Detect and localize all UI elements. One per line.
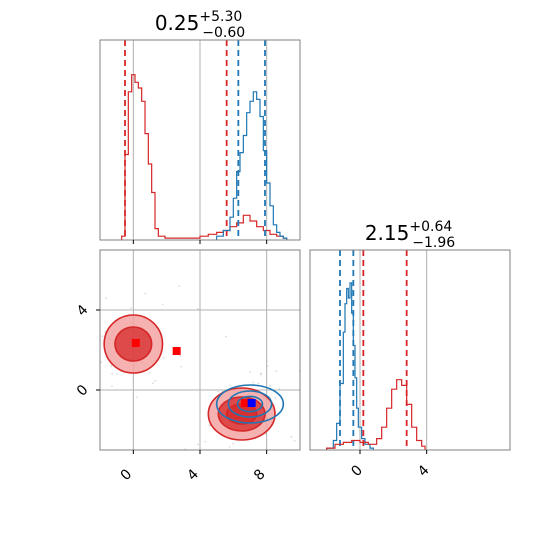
- hist-y-series-blue: [326, 282, 374, 450]
- joint-sample-point: [197, 443, 199, 446]
- joint-sample-point: [225, 335, 227, 338]
- hist-x-series-red: [121, 74, 288, 240]
- joint-sample-point: [266, 365, 269, 367]
- joint-sample-point: [197, 307, 199, 310]
- title-lower-error: −0.60: [202, 25, 245, 41]
- joint-ytick-label: 4: [74, 302, 92, 320]
- joint-sample-point: [161, 303, 164, 306]
- joint-xtick-label: 8: [251, 466, 269, 484]
- joint-sample-point: [208, 424, 211, 427]
- joint-sample-point: [252, 381, 255, 384]
- joint-contour-blue-2-2: [236, 395, 264, 413]
- joint-sample-point: [260, 373, 262, 376]
- joint-contour-blue-2-1: [227, 390, 273, 418]
- joint-marker-1: [172, 347, 181, 355]
- joint-sample-point: [293, 439, 296, 442]
- joint-sample-point: [179, 355, 182, 357]
- hist-y-xtick-label: 0: [348, 462, 366, 480]
- joint-sample-point: [104, 331, 107, 333]
- hist-y-title: 2.15+0.64 −1.96: [365, 219, 455, 251]
- joint-marker-2: [241, 399, 249, 407]
- joint-sample-point: [105, 297, 107, 300]
- joint-sample-point: [265, 360, 268, 363]
- joint-sample-point: [228, 446, 231, 448]
- joint-xtick-label: 4: [184, 466, 202, 484]
- joint-sample-point: [264, 433, 267, 435]
- joint-contour-blue-2-0: [215, 384, 285, 424]
- joint-sample-point: [275, 370, 278, 372]
- joint-marker-3: [247, 399, 256, 407]
- joint-sample-point: [116, 373, 119, 376]
- joint-sample-point: [152, 382, 154, 385]
- joint-sample-point: [162, 356, 165, 359]
- joint-marker-0: [131, 339, 140, 347]
- joint-sample-point: [180, 365, 183, 368]
- title-value: 0.25: [155, 11, 200, 35]
- hist-x-series-blue: [216, 91, 288, 240]
- joint-sample-point: [260, 372, 262, 375]
- hist-y-frame: [309, 249, 511, 451]
- joint-sample-point: [204, 440, 207, 443]
- joint-sample-point: [249, 371, 252, 374]
- joint-sample-point: [269, 384, 271, 387]
- title-upper-error: +0.64: [409, 219, 452, 235]
- joint-xtick-label: 0: [118, 466, 136, 484]
- joint-sample-point: [178, 285, 181, 288]
- title-lower-error: −1.96: [412, 235, 455, 251]
- joint-sample-point: [290, 435, 293, 438]
- joint-ytick-label: 0: [74, 382, 92, 400]
- joint-sample-point: [101, 335, 104, 338]
- title-value: 2.15: [365, 221, 410, 245]
- joint-sample-point: [257, 382, 260, 385]
- joint-sample-point: [278, 387, 281, 390]
- joint-sample-point: [100, 361, 103, 363]
- joint-sample-point: [110, 364, 112, 367]
- joint-sample-point: [217, 390, 219, 393]
- joint-sample-point: [229, 384, 232, 387]
- title-upper-error: +5.30: [199, 9, 242, 25]
- joint-panel: 0 4 8 0 4: [74, 249, 301, 484]
- hist-y-series-red: [326, 379, 426, 450]
- joint-sample-point: [111, 372, 114, 375]
- joint-sample-point: [154, 379, 157, 382]
- hist-x-title: 0.25+5.30 −0.60: [155, 9, 245, 41]
- joint-sample-point: [144, 292, 147, 295]
- joint-sample-point: [274, 397, 277, 400]
- joint-sample-point: [148, 371, 151, 374]
- hist-y-xtick-label: 4: [415, 462, 433, 480]
- joint-sample-point: [136, 396, 138, 399]
- joint-sample-point: [129, 306, 132, 309]
- joint-sample-point: [232, 442, 235, 445]
- hist-x-panel: [99, 39, 301, 244]
- joint-sample-point: [111, 385, 113, 388]
